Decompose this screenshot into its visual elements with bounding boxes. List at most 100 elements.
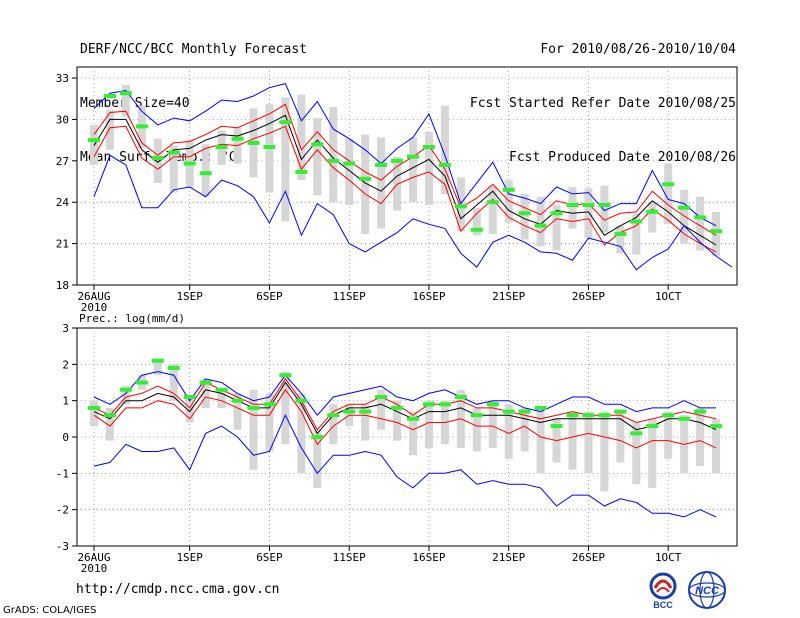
panel1-box <box>329 107 338 203</box>
panel1-series-upper <box>93 103 717 236</box>
panel2-box <box>217 389 226 408</box>
panel1-observed-mark <box>183 161 196 166</box>
panel1-xtick-label: 16SEP <box>412 290 445 303</box>
panel2-box <box>648 418 657 488</box>
panel1-box <box>424 131 433 205</box>
panel1-observed-mark <box>343 161 356 166</box>
panel1-box <box>632 213 641 255</box>
panel1-box <box>664 163 673 225</box>
panel1-xtick-label: 11SEP <box>333 290 366 303</box>
panel2-observed-mark <box>183 395 196 400</box>
panel1-observed-mark <box>279 120 292 125</box>
panel2-box <box>520 407 529 452</box>
panel2-observed-mark <box>422 402 435 407</box>
source-url: http://cmdp.ncc.cma.gov.cn <box>76 582 280 597</box>
panel2-ytick-label: -1 <box>56 467 69 480</box>
panel1-box <box>361 134 370 234</box>
panel1-observed-mark <box>135 124 148 129</box>
panel2-box <box>393 400 402 441</box>
panel2-observed-mark <box>391 405 404 410</box>
panel1-series-max <box>93 83 717 227</box>
bcc-logo: BCC <box>649 572 677 610</box>
panel1-observed-mark <box>630 219 643 224</box>
panel2-observed-mark <box>694 409 707 414</box>
panel2-box <box>153 360 162 376</box>
panel1-box <box>520 193 529 240</box>
panel2-box <box>361 404 370 441</box>
panel1-observed-mark <box>167 150 180 155</box>
panel1-box <box>696 196 705 251</box>
panel2-observed-mark <box>88 405 100 410</box>
panel2-box <box>696 407 705 467</box>
panel2-observed-mark <box>534 405 547 410</box>
panel1-box <box>121 84 130 117</box>
panel1-observed-mark <box>438 162 451 167</box>
panel2-observed-mark <box>518 409 531 414</box>
panel2-observed-mark <box>151 358 164 363</box>
panel1-observed-mark <box>375 162 388 167</box>
panel2-observed-mark <box>630 431 643 436</box>
panel2-box <box>536 407 545 474</box>
panel2-observed-mark <box>247 405 260 410</box>
panel2-ytick-label: -3 <box>56 540 69 553</box>
panel2-box <box>377 389 386 430</box>
panel1-observed-mark <box>151 156 164 161</box>
panel1-box <box>680 189 689 244</box>
panel1-ytick-label: 27 <box>56 155 69 168</box>
panel2-xtick-label: 1SEP <box>176 551 203 564</box>
panel1-box <box>201 144 210 197</box>
panel2-box <box>488 400 497 448</box>
panel2-box <box>424 400 433 448</box>
panel2-xtick-label: 16SEP <box>412 551 445 564</box>
panel2-series-min <box>93 414 717 518</box>
panel1-observed-mark <box>231 136 244 141</box>
header-right: For 2010/08/26-2010/10/04 Fcst Started R… <box>470 10 736 188</box>
panel1-observed-mark <box>454 204 467 209</box>
panel2-observed-mark <box>550 424 563 429</box>
panel1-ytick-label: 30 <box>56 113 69 126</box>
panel2-title: Prec.: log(mm/d) <box>79 312 185 325</box>
panel2-observed-mark <box>582 413 595 418</box>
panel2-xtick-label: 26AUG <box>77 551 110 564</box>
panel1-ytick-label: 18 <box>56 279 69 292</box>
forecast-period: For 2010/08/26-2010/10/04 <box>540 42 736 57</box>
panel2-ytick-label: 0 <box>62 431 69 444</box>
panel2-box <box>329 404 338 445</box>
panel1-observed-mark <box>88 138 100 143</box>
panel1-box <box>648 202 657 233</box>
panel1-observed-mark <box>215 145 228 150</box>
panel1-box <box>440 105 449 194</box>
panel1-xtick-label: 1OCT <box>655 290 682 303</box>
panel1-observed-mark <box>391 158 404 163</box>
panel2-box <box>265 393 274 452</box>
panel2-observed-mark <box>231 398 244 403</box>
chart-title: DERF/NCC/BCC Monthly Forecast <box>80 42 307 57</box>
panel2-box <box>600 411 609 492</box>
panel1-observed-mark <box>263 145 276 150</box>
panel1-xtick-label: 1SEP <box>176 290 203 303</box>
panel1-observed-mark <box>598 202 611 207</box>
forecast-started-date: Fcst Started Refer Date 2010/08/25 <box>469 96 736 111</box>
panel2-observed-mark <box>614 409 627 414</box>
panel1-observed-mark <box>422 145 435 150</box>
panel1-series-min <box>93 154 733 271</box>
panel1-box <box>409 137 417 203</box>
panel1-observed-mark <box>582 202 595 207</box>
panel2-xtick-label: 26SEP <box>572 551 605 564</box>
panel1-observed-mark <box>470 227 483 232</box>
panel2-observed-mark <box>438 402 451 407</box>
panel2-series-max <box>93 371 716 416</box>
panel1-box <box>393 156 402 211</box>
panel1-box <box>488 185 497 234</box>
panel1-observed-mark <box>486 200 499 205</box>
panel1-ytick-label: 21 <box>56 238 69 251</box>
panel2-observed-mark <box>119 387 132 392</box>
panel2-ytick-label: -2 <box>56 504 69 517</box>
panel1-observed-mark <box>407 154 419 159</box>
panel1-observed-mark <box>710 229 723 234</box>
panel1-xtick-label: 21SEP <box>492 290 525 303</box>
panel1-box <box>297 94 306 181</box>
panel1-box <box>536 196 545 247</box>
panel1-box <box>169 145 178 193</box>
